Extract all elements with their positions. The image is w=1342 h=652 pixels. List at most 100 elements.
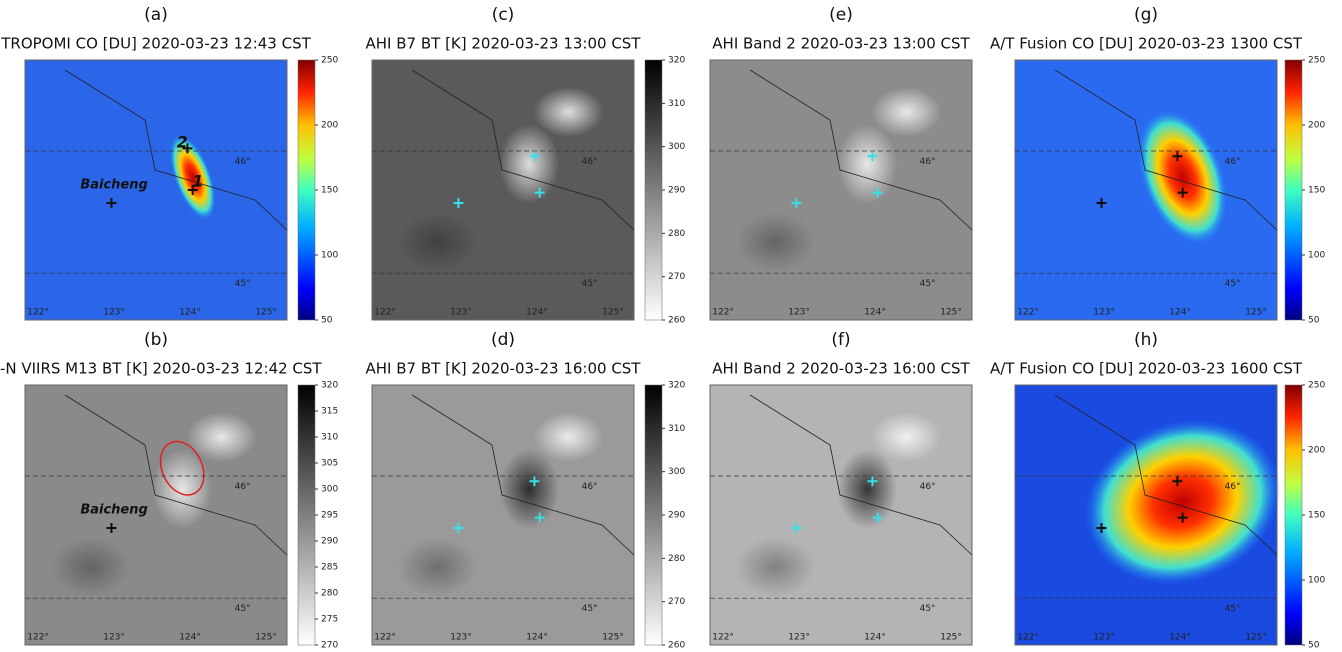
lon-label: 122° <box>712 633 734 643</box>
lon-label: 124° <box>1169 308 1191 318</box>
colorbar-tick-label: 260 <box>668 316 685 326</box>
colorbar-tick-label: 310 <box>321 433 338 443</box>
lon-label: 123° <box>103 308 125 318</box>
feature <box>397 537 478 597</box>
colorbar-tick-label: 300 <box>321 485 338 495</box>
panel-letter: (c) <box>492 5 515 25</box>
colorbar-tick-label: 250 <box>1308 56 1325 66</box>
site-marker <box>1172 476 1183 487</box>
feature <box>533 87 604 137</box>
colorbar-tick-label: 280 <box>668 229 685 239</box>
lon-label: 123° <box>450 633 472 643</box>
map: 122° 123° 124° 125° 46° 45° Baicheng <box>24 384 288 646</box>
feature <box>186 412 257 462</box>
site-marker <box>106 523 117 533</box>
site-marker <box>1096 523 1107 533</box>
site-marker <box>1172 151 1183 162</box>
feature <box>735 212 816 272</box>
colorbar-tick-label: 290 <box>668 186 685 196</box>
colorbar-tick-label: 260 <box>668 641 685 651</box>
lat-label: 46° <box>235 482 251 492</box>
annotation: 1 <box>192 172 203 191</box>
colorbar <box>644 384 663 646</box>
annotation: 2 <box>177 133 188 152</box>
colorbar-tick-label: 270 <box>321 641 338 651</box>
lon-label: 123° <box>788 308 810 318</box>
colorbar-tick-label: 200 <box>1308 446 1325 456</box>
colorbar-tick-label: 250 <box>321 56 338 66</box>
colorbar-tick-label: 150 <box>321 186 338 196</box>
map: 122° 123° 124° 125° 46° 45° <box>709 384 973 646</box>
lat-label: 46° <box>920 157 936 167</box>
colorbar-tick-label: 305 <box>321 459 338 469</box>
colorbar-tick-label: 315 <box>321 407 338 417</box>
lon-label: 125° <box>940 308 962 318</box>
border <box>749 394 973 556</box>
colorbar-tick-label: 50 <box>321 316 333 326</box>
lon-label: 122° <box>374 308 396 318</box>
site-marker <box>867 151 878 162</box>
colorbar-tick-label: 300 <box>668 467 685 477</box>
site-marker <box>872 187 883 198</box>
lon-label: 124° <box>179 308 201 318</box>
plume <box>1084 419 1281 585</box>
lon-label: 122° <box>27 633 49 643</box>
panel-letter: (d) <box>491 330 515 350</box>
panel-title: TROPOMI CO [DU] 2020-03-23 12:43 CST <box>0 35 311 53</box>
lon-label: 124° <box>1169 633 1191 643</box>
colorbar-tick-label: 310 <box>668 99 685 109</box>
colorbar <box>1284 384 1303 646</box>
lon-label: 125° <box>255 308 277 318</box>
lon-label: 123° <box>1093 633 1115 643</box>
lon-label: 122° <box>1017 633 1039 643</box>
map: 122° 123° 124° 125° 46° 45° <box>1014 384 1281 646</box>
panel-letter: (f) <box>831 330 850 350</box>
annotation: Baicheng <box>80 502 147 517</box>
lon-label: 124° <box>526 308 548 318</box>
panel-letter: (g) <box>1134 5 1158 25</box>
site-marker <box>106 198 117 208</box>
site-marker <box>453 523 464 533</box>
feature <box>152 449 213 529</box>
feature <box>50 537 131 597</box>
colorbar-tick-label: 150 <box>1308 511 1325 521</box>
colorbar-tick-label: 270 <box>668 597 685 607</box>
site-marker <box>872 512 883 523</box>
site-marker <box>529 151 540 162</box>
feature <box>735 537 816 597</box>
map: 122° 123° 124° 125° 46° 45° <box>371 384 635 646</box>
border <box>64 69 288 231</box>
panel-title: A/T Fusion CO [DU] 2020-03-23 1600 CST <box>990 360 1303 378</box>
feature <box>837 449 898 529</box>
lon-label: 123° <box>1093 308 1115 318</box>
lon-label: 122° <box>27 308 49 318</box>
lat-label: 45° <box>582 604 598 614</box>
colorbar-tick-label: 50 <box>1308 316 1320 326</box>
panel-title: AHI B7 BT [K] 2020-03-23 13:00 CST <box>366 35 642 53</box>
colorbar <box>297 59 316 321</box>
border <box>411 69 635 231</box>
colorbar-tick-label: 310 <box>668 424 685 434</box>
panel-title: A/T Fusion CO [DU] 2020-03-23 1300 CST <box>990 35 1303 53</box>
lat-label: 45° <box>235 604 251 614</box>
lon-label: 124° <box>864 633 886 643</box>
border <box>1054 69 1278 231</box>
feature <box>837 124 898 204</box>
lat-label: 45° <box>920 604 936 614</box>
plume <box>169 134 216 220</box>
site-marker <box>1177 512 1188 523</box>
lat-label: 45° <box>582 279 598 289</box>
map: 122° 123° 124° 125° 46° 45° <box>371 59 635 321</box>
lon-label: 125° <box>255 633 277 643</box>
colorbar-tick-label: 275 <box>321 615 338 625</box>
site-marker <box>791 198 802 208</box>
feature <box>499 124 560 204</box>
annotation: Baicheng <box>80 177 147 192</box>
lat-label: 45° <box>235 279 251 289</box>
lon-label: 125° <box>602 308 624 318</box>
colorbar-tick-label: 250 <box>1308 381 1325 391</box>
map: 122° 123° 124° 125° 46° 45° Baicheng 1 2 <box>24 59 288 321</box>
colorbar-tick-label: 290 <box>321 537 338 547</box>
feature <box>499 449 560 529</box>
